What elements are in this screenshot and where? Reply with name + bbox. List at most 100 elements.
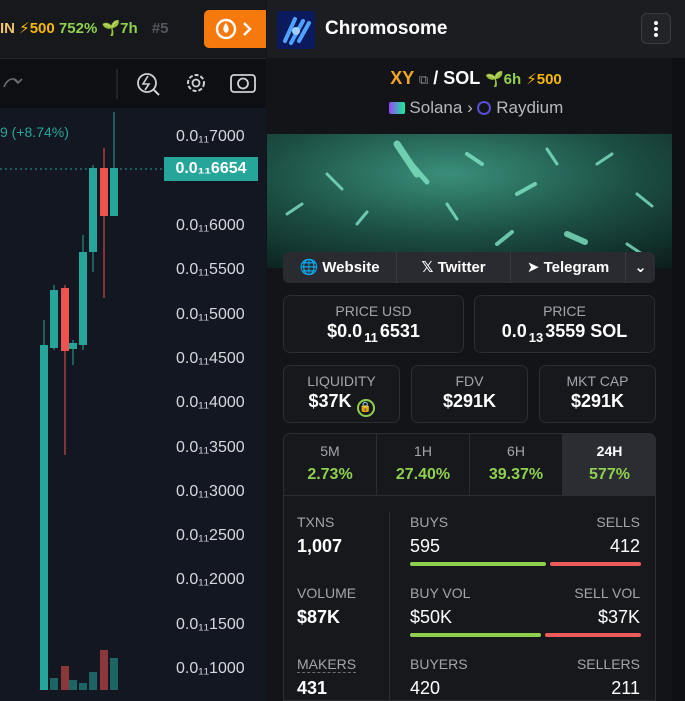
chart-panel: IN ⚡500 752% 🌱7h #5 (0, 0, 266, 701)
price-zeros: 11 (364, 330, 378, 345)
dex-icon (477, 101, 492, 115)
stat-label: SELLS (596, 514, 640, 530)
price-tick: 0.0₁₁3000 (176, 482, 245, 500)
stat-value: 211 (611, 678, 640, 698)
link-bar: 🌐 Website 𝕏 Twitter ➤ Telegram ⌄ (283, 252, 655, 283)
copy-icon[interactable]: ⧉ (418, 72, 429, 87)
liquidity-value: $37K (308, 391, 352, 411)
buy-vol-bar (410, 633, 541, 637)
menu-icon (654, 21, 658, 37)
sells-bar (550, 562, 641, 566)
quote-symbol: SOL (443, 68, 480, 88)
change: 752% (58, 20, 98, 37)
trending-button[interactable] (204, 10, 266, 48)
stat-value: 595 (410, 536, 441, 556)
chain-line: Solana › Raydium (267, 98, 685, 118)
price-tick: 0.0₁₁4500 (176, 349, 245, 367)
info-panel: Chromosome XY ⧉ / SOL 🌱6h ⚡500 Solana › … (267, 0, 685, 701)
price-native-box: PRICE 0.0 13 3559 SOL (474, 295, 655, 353)
price-native-value: 0.0 13 3559 SOL (475, 321, 654, 345)
chain[interactable]: Solana (409, 98, 463, 117)
boost-icon: ⚡ (19, 20, 30, 37)
tab-change: 577% (589, 466, 630, 483)
menu-button[interactable] (641, 13, 671, 44)
price-tick: 0.0₁₁1500 (176, 615, 245, 633)
age-icon: 🌱 (101, 20, 121, 37)
tab-change: 27.40% (395, 466, 451, 483)
chain-icon (388, 102, 405, 114)
price-usd-label: PRICE USD (335, 303, 412, 319)
price-tick: 0.0₁₁3500 (176, 438, 245, 456)
tab[interactable]: 6H 39.37% (470, 434, 563, 495)
pair-age: 6h (503, 71, 522, 88)
stat-label: VOLUME (297, 585, 357, 601)
tab-selected[interactable]: 24H 577% (563, 434, 655, 495)
timeframe-tabs: 5M 2.73% 1H 27.40% 6H 39.37% 24H 577% (284, 434, 655, 496)
more-links[interactable]: ⌄ (634, 259, 647, 276)
age: 7h (120, 20, 138, 37)
banner (267, 134, 672, 268)
stat-label: BUYERS (410, 656, 468, 672)
buys-bar (410, 562, 546, 566)
age-icon: 🌱 (484, 71, 504, 88)
telegram-button[interactable]: ➤ Telegram (511, 252, 626, 283)
chart-toolbar (3, 69, 256, 99)
rank: #5 (151, 20, 169, 37)
liquidity-box: LIQUIDITY $37K 🔒 (283, 365, 400, 423)
stat-value: $37K (597, 607, 640, 627)
scrollbar (672, 58, 685, 701)
stat-value: $50K (410, 607, 453, 627)
avatar (277, 11, 315, 49)
tab-label: 6H (507, 443, 525, 459)
lock-icon: 🔒 (356, 399, 375, 417)
tab-change: 2.73% (307, 466, 353, 483)
stat-value: 420 (410, 678, 441, 698)
stat-label: TXNS (297, 514, 335, 530)
boosts: 500 (29, 20, 55, 37)
website-button[interactable]: 🌐 Website (283, 252, 397, 283)
current-price: 0.0₁₁6654 (164, 157, 258, 181)
stat-label: MAKERS (297, 656, 357, 673)
tab[interactable]: 5M 2.73% (284, 434, 377, 495)
link-label: Telegram (543, 259, 610, 276)
tab[interactable]: 1H 27.40% (377, 434, 470, 495)
base-symbol[interactable]: XY (390, 68, 414, 88)
price-zeros: 13 (528, 330, 544, 345)
tab-label: 24H (596, 443, 623, 459)
stat-label: BUYS (410, 514, 449, 530)
trending-bar: IN ⚡500 752% 🌱7h #5 (0, 0, 266, 59)
twitter-button[interactable]: 𝕏 Twitter (397, 252, 511, 283)
mktcap-box: MKT CAP $291K (539, 365, 656, 423)
price-digits: 6531 (379, 321, 420, 341)
price-native-label: PRICE (543, 303, 586, 319)
tab-label: 1H (414, 443, 432, 459)
link-label: Twitter (437, 259, 486, 276)
price-tick: 0.0₁₁2000 (176, 571, 245, 589)
stat-value: 1,007 (297, 536, 343, 556)
metric-label: MKT CAP (566, 373, 629, 389)
price-digits: 3559 SOL (545, 321, 628, 341)
price-tick: 0.0₁₁1000 (176, 660, 245, 677)
stat-value: $87K (297, 607, 341, 627)
trending-icon (215, 18, 252, 40)
tab-label: 5M (320, 443, 340, 459)
metric-value: $291K (442, 391, 497, 411)
dex[interactable]: Raydium (496, 98, 564, 117)
sell-vol-bar (545, 633, 641, 637)
metric-label: FDV (455, 373, 484, 389)
trending-item: IN ⚡500 752% 🌱7h #5 (0, 19, 169, 37)
candles (0, 112, 164, 690)
metric-value: $37K 🔒 (284, 391, 399, 417)
ticker: IN (0, 20, 15, 37)
separator: / (433, 68, 439, 88)
stat-label: BUY VOL (410, 585, 471, 601)
price-tick: 0.0₁₁5000 (176, 305, 245, 323)
price-tick: 0.0₁₁7000 (176, 128, 245, 145)
price-tick: 0.0₁₁4000 (176, 394, 245, 412)
stats-box: 5M 2.73% 1H 27.40% 6H 39.37% 24H 577% TXNS 1… (283, 433, 656, 701)
price-usd-box: PRICE USD $0.0 11 6531 (283, 295, 464, 353)
price-prefix: $0.0 (327, 321, 363, 341)
stat-label: SELLERS (576, 656, 640, 672)
stat-value: 412 (609, 536, 640, 556)
